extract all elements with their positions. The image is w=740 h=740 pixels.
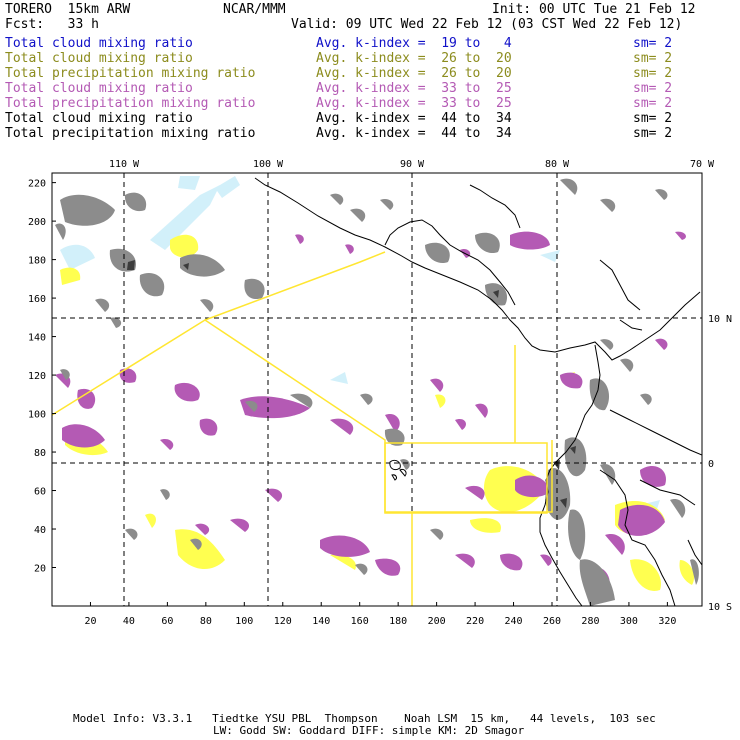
- legend-field: Total precipitation mixing ratio: [5, 66, 256, 81]
- legend-field: Total cloud mixing ratio: [5, 36, 193, 51]
- x-tick-label: 160: [351, 616, 369, 627]
- y-tick-label: 180: [28, 256, 46, 267]
- legend-sm: sm= 2: [633, 36, 673, 51]
- legend-sm: sm= 2: [633, 66, 673, 81]
- x-tick-label: 260: [543, 616, 561, 627]
- legend-kindex: Avg. k-index = 44 to 34: [316, 111, 512, 126]
- y-tick-label: 40: [34, 525, 46, 536]
- x-tick-label: 300: [620, 616, 638, 627]
- y-tick-label: 220: [28, 179, 46, 190]
- lightblue-cloud-ice: [60, 176, 660, 515]
- x-tick-label: 120: [274, 616, 292, 627]
- latitude-label: 0: [708, 459, 714, 470]
- legend-field: Total precipitation mixing ratio: [5, 126, 256, 141]
- map-frame: [51, 172, 703, 607]
- legend-sm: sm= 2: [633, 51, 673, 66]
- domain-boundaries: [52, 251, 553, 606]
- legend-field: Total precipitation mixing ratio: [5, 96, 256, 111]
- x-tick-label: 100: [235, 616, 253, 627]
- map-axes: 220 200 180 160 140 120 100 80 60 40 20 20 40 60 80 100…: [28, 159, 732, 627]
- x-tick-label: 280: [581, 616, 599, 627]
- y-tick-label: 60: [34, 487, 46, 498]
- org-label: NCAR/MMM: [223, 2, 286, 17]
- y-tick-label: 100: [28, 410, 46, 421]
- y-tick-label: 140: [28, 333, 46, 344]
- forecast-hour: Fcst: 33 h: [5, 17, 99, 32]
- x-tick-label: 20: [84, 616, 96, 627]
- legend-kindex: Avg. k-index = 26 to 20: [316, 66, 512, 81]
- x-tick-label: 40: [123, 616, 135, 627]
- legend-sm: sm= 2: [633, 96, 673, 111]
- legend-field: Total cloud mixing ratio: [5, 51, 193, 66]
- legend-sm: sm= 2: [633, 126, 673, 141]
- x-tick-label: 240: [505, 616, 523, 627]
- y-tick-label: 20: [34, 564, 46, 575]
- x-tick-label: 180: [389, 616, 407, 627]
- y-tick-label: 160: [28, 294, 46, 305]
- init-time: Init: 00 UTC Tue 21 Feb 12: [492, 2, 696, 17]
- footer-model-info: Model Info: V3.3.1 Tiedtke YSU PBL Thomp…: [73, 712, 656, 725]
- y-tick-label: 120: [28, 371, 46, 382]
- footer-physics-info: LW: Godd SW: Goddard DIFF: simple KM: 2D…: [213, 724, 525, 737]
- legend-sm: sm= 2: [633, 81, 673, 96]
- x-tick-label: 220: [466, 616, 484, 627]
- x-tick-label: 140: [312, 616, 330, 627]
- x-tick-label: 80: [200, 616, 212, 627]
- longitude-label: 100 W: [253, 159, 284, 170]
- legend-sm: sm= 2: [633, 111, 673, 126]
- legend-kindex: Avg. k-index = 19 to 4: [316, 36, 512, 51]
- legend-kindex: Avg. k-index = 33 to 25: [316, 96, 512, 111]
- legend-kindex: Avg. k-index = 44 to 34: [316, 126, 512, 141]
- y-tick-label: 80: [34, 448, 46, 459]
- legend-kindex: Avg. k-index = 26 to 20: [316, 51, 512, 66]
- valid-time: Valid: 09 UTC Wed 22 Feb 12 (03 CST Wed …: [291, 17, 683, 32]
- latitude-label: 10 N: [708, 314, 732, 325]
- longitude-label: 110 W: [109, 159, 140, 170]
- legend-kindex: Avg. k-index = 33 to 25: [316, 81, 512, 96]
- longitude-label: 80 W: [545, 159, 570, 170]
- y-tick-label: 200: [28, 217, 46, 228]
- coastlines: [254, 177, 702, 606]
- x-tick-label: 320: [658, 616, 676, 627]
- longitude-label: 70 W: [690, 159, 715, 170]
- x-tick-label: 60: [161, 616, 173, 627]
- model-title: TORERO 15km ARW: [5, 2, 131, 17]
- latitude-label: 10 S: [708, 602, 732, 613]
- x-tick-label: 200: [428, 616, 446, 627]
- longitude-label: 90 W: [400, 159, 425, 170]
- legend-field: Total cloud mixing ratio: [5, 81, 193, 96]
- legend-field: Total cloud mixing ratio: [5, 111, 193, 126]
- map-fields: [55, 176, 699, 606]
